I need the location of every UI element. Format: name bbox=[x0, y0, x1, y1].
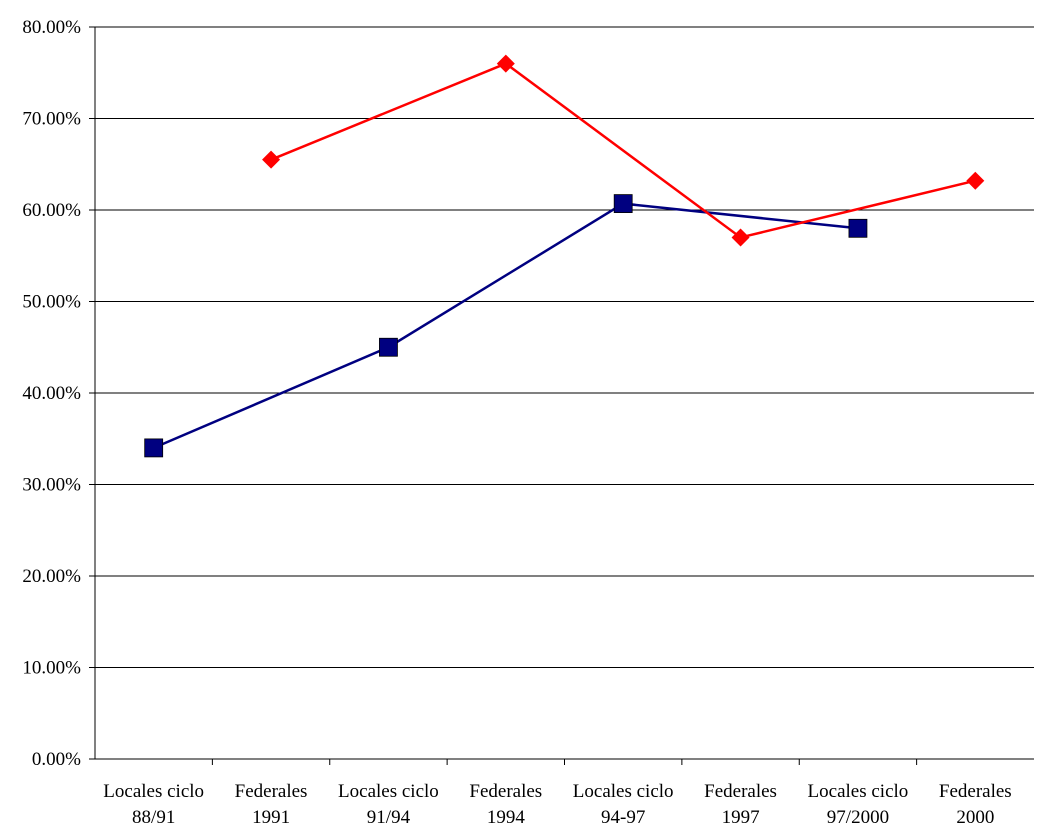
x-category-label-line: 91/94 bbox=[367, 807, 411, 828]
x-category-label-line: 88/91 bbox=[132, 807, 175, 828]
data-point-square bbox=[613, 194, 633, 213]
y-tick-label: 30.00% bbox=[22, 475, 81, 496]
y-axis-ticks: 0.00% 10.00% 20.00% 30.00% 40.00% 50.00% 60.00… bbox=[22, 17, 95, 770]
series-line bbox=[153, 202, 859, 450]
x-category-label: Federales 1994 bbox=[469, 781, 542, 828]
y-tick-label: 80.00% bbox=[22, 17, 81, 38]
x-category-label: Locales ciclo 97/2000 bbox=[808, 781, 909, 828]
y-tick-label: 40.00% bbox=[22, 383, 81, 404]
data-point-diamond bbox=[966, 171, 985, 190]
x-category-label-line: 1997 bbox=[722, 807, 760, 828]
data-point-square bbox=[848, 218, 868, 238]
x-category-label-line: Federales bbox=[235, 781, 308, 802]
data-point-diamond bbox=[496, 54, 515, 73]
x-category-label: Locales ciclo 94-97 bbox=[573, 781, 674, 828]
y-tick-label: 20.00% bbox=[22, 566, 81, 587]
y-tick-label: 70.00% bbox=[22, 109, 81, 130]
axes bbox=[94, 27, 1034, 765]
x-category-label-line: 1991 bbox=[252, 807, 290, 828]
x-axis-labels: Locales ciclo 88/91 Federales 1991 Locales c… bbox=[103, 781, 1011, 828]
data-point-square bbox=[144, 438, 164, 458]
series-group bbox=[144, 54, 985, 458]
data-point-square bbox=[379, 337, 398, 357]
x-category-label-line: 97/2000 bbox=[827, 807, 889, 828]
x-category-label-line: Locales ciclo bbox=[808, 781, 909, 802]
x-category-label-line: Federales bbox=[939, 781, 1012, 802]
series-1 bbox=[144, 194, 868, 458]
x-category-label: Locales ciclo 91/94 bbox=[338, 781, 439, 828]
series-line bbox=[270, 62, 976, 239]
x-category-label-line: Federales bbox=[704, 781, 777, 802]
x-category-label-line: Locales ciclo bbox=[103, 781, 204, 802]
series-2 bbox=[262, 54, 985, 247]
y-tick-label: 10.00% bbox=[22, 658, 81, 679]
x-category-label-line: Locales ciclo bbox=[338, 781, 439, 802]
data-point-diamond bbox=[262, 150, 281, 169]
y-tick-label: 50.00% bbox=[22, 292, 81, 313]
x-category-label: Federales 1997 bbox=[704, 781, 777, 828]
y-tick-label: 60.00% bbox=[22, 200, 81, 221]
x-category-label: Federales 2000 bbox=[939, 781, 1012, 828]
x-category-label-line: Locales ciclo bbox=[573, 781, 674, 802]
gridlines bbox=[95, 26, 1034, 668]
data-point-diamond bbox=[731, 228, 750, 247]
x-category-label-line: Federales bbox=[469, 781, 542, 802]
x-category-label-line: 1994 bbox=[487, 807, 526, 828]
x-category-label: Locales ciclo 88/91 bbox=[103, 781, 204, 828]
x-category-label-line: 2000 bbox=[956, 807, 994, 828]
x-category-label: Federales 1991 bbox=[235, 781, 308, 828]
y-tick-label: 0.00% bbox=[32, 749, 81, 770]
x-category-label-line: 94-97 bbox=[601, 807, 645, 828]
